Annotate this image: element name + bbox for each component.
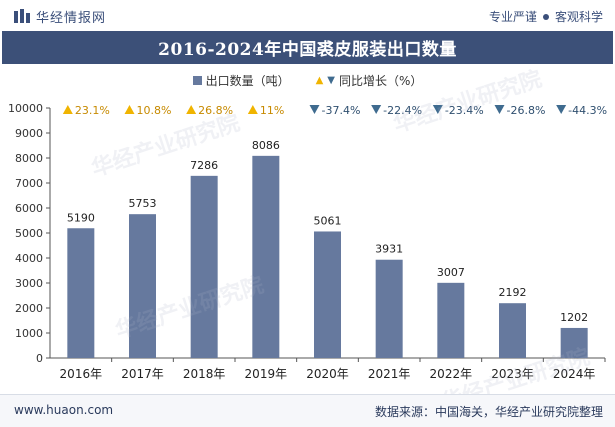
growth-label: 11%	[260, 104, 284, 117]
y-tick-label: 3000	[15, 277, 43, 290]
y-tick-label: 4000	[15, 252, 43, 265]
dot-separator-icon	[542, 13, 549, 20]
x-tick-label: 2022年	[430, 367, 473, 381]
x-tick-label: 2018年	[183, 367, 226, 381]
x-tick-label: 2023年	[491, 367, 534, 381]
bar	[67, 228, 95, 358]
growth-label: 10.8%	[137, 104, 172, 117]
growth-down-marker	[556, 105, 567, 114]
x-tick-label: 2020年	[306, 367, 349, 381]
growth-down-marker	[494, 105, 505, 114]
y-tick-label: 8000	[15, 152, 43, 165]
chart-legend: 出口数量（吨） ▲ ▼ 同比增长（%）	[0, 72, 615, 89]
growth-label: -37.4%	[322, 104, 361, 117]
bar-value-label: 8086	[252, 139, 280, 152]
brand-logo-icon	[14, 9, 30, 23]
growth-up-marker	[62, 105, 73, 114]
bar-value-label: 5190	[67, 211, 95, 224]
chart-title-bar: 2016-2024年中国裘皮服装出口数量	[2, 31, 613, 64]
x-tick-label: 2021年	[368, 367, 411, 381]
y-tick-label: 0	[36, 352, 43, 365]
growth-label: -22.4%	[383, 104, 422, 117]
y-tick-label: 9000	[15, 127, 43, 140]
legend-label-growth: 同比增长（%）	[339, 74, 423, 88]
growth-label: -44.3%	[568, 104, 607, 117]
footer: www.huaon.com 数据来源：中国海关，华经产业研究院整理	[0, 394, 615, 427]
bar	[314, 231, 341, 358]
growth-up-marker	[186, 105, 197, 114]
top-bar: 华经情报网 专业严谨 客观科学	[0, 0, 615, 30]
x-tick-label: 2016年	[60, 367, 103, 381]
bar-value-label: 5061	[314, 214, 342, 227]
growth-label: 26.8%	[198, 104, 233, 117]
tagline-right: 客观科学	[554, 10, 603, 24]
legend-label-bars: 出口数量（吨）	[205, 74, 290, 88]
growth-down-marker	[309, 105, 320, 114]
up-triangle-icon: ▲	[315, 74, 324, 86]
bar-value-label: 7286	[190, 159, 218, 172]
y-tick-label: 6000	[15, 202, 43, 215]
tagline: 专业严谨 客观科学	[489, 8, 603, 25]
y-tick-label: 5000	[15, 227, 43, 240]
bar-value-label: 3931	[375, 243, 403, 256]
growth-label: -23.4%	[445, 104, 484, 117]
bar	[129, 214, 156, 358]
footer-source: 数据来源：中国海关，华经产业研究院整理	[374, 405, 603, 419]
growth-label: 23.1%	[75, 104, 110, 117]
y-tick-label: 10000	[8, 102, 43, 115]
bar-value-label: 3007	[437, 266, 465, 279]
bar-chart: 0 1000 2000 3000 4000 5000 6000 7000 8000 9000 100…	[8, 102, 607, 381]
brand-name: 华经情报网	[36, 11, 107, 26]
chart-title: 2016-2024年中国裘皮服装出口数量	[158, 40, 457, 60]
y-tick-label: 1000	[15, 327, 43, 340]
footer-site-link[interactable]: www.huaon.com	[14, 403, 114, 417]
bar	[375, 259, 403, 358]
y-tick-label: 7000	[15, 177, 43, 190]
bar-swatch-icon	[192, 76, 202, 85]
x-tick-label: 2024年	[553, 367, 596, 381]
bar-value-label: 1202	[560, 311, 588, 324]
bar	[560, 327, 588, 358]
y-tick-label: 2000	[15, 302, 43, 315]
legend-item-growth: ▲ ▼ 同比增长（%）	[316, 72, 423, 89]
bar-value-label: 2192	[499, 286, 527, 299]
bar	[437, 282, 465, 358]
down-triangle-icon: ▼	[327, 74, 335, 86]
bar-value-label: 5753	[129, 197, 157, 210]
bar	[252, 155, 280, 358]
tagline-left: 专业严谨	[488, 10, 537, 24]
bar	[190, 175, 218, 358]
growth-up-marker	[247, 105, 258, 114]
growth-up-marker	[124, 105, 135, 114]
x-tick-label: 2017年	[121, 367, 164, 381]
growth-down-marker	[432, 105, 443, 114]
growth-down-marker	[371, 105, 382, 114]
growth-label: -26.8%	[507, 104, 546, 117]
bar	[499, 303, 526, 358]
x-tick-label: 2019年	[245, 367, 288, 381]
legend-item-bars: 出口数量（吨）	[192, 72, 290, 89]
